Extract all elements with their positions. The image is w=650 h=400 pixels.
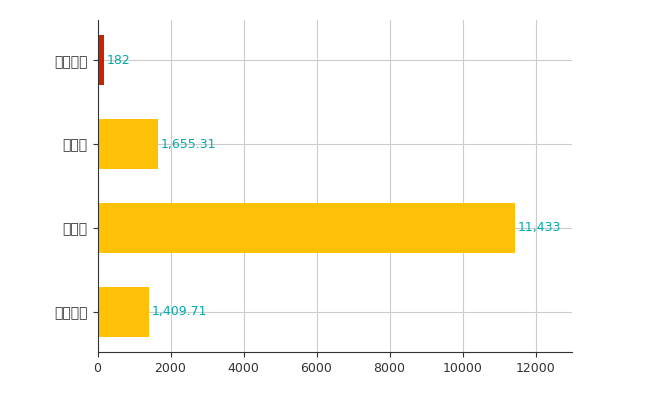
Text: 1,655.31: 1,655.31 [161,138,216,150]
Text: 182: 182 [107,54,131,67]
Bar [98,35,104,85]
Bar [98,119,158,169]
Text: 1,409.71: 1,409.71 [152,305,207,318]
Bar [98,287,149,337]
Text: 11,433: 11,433 [517,222,561,234]
Bar [98,203,515,253]
